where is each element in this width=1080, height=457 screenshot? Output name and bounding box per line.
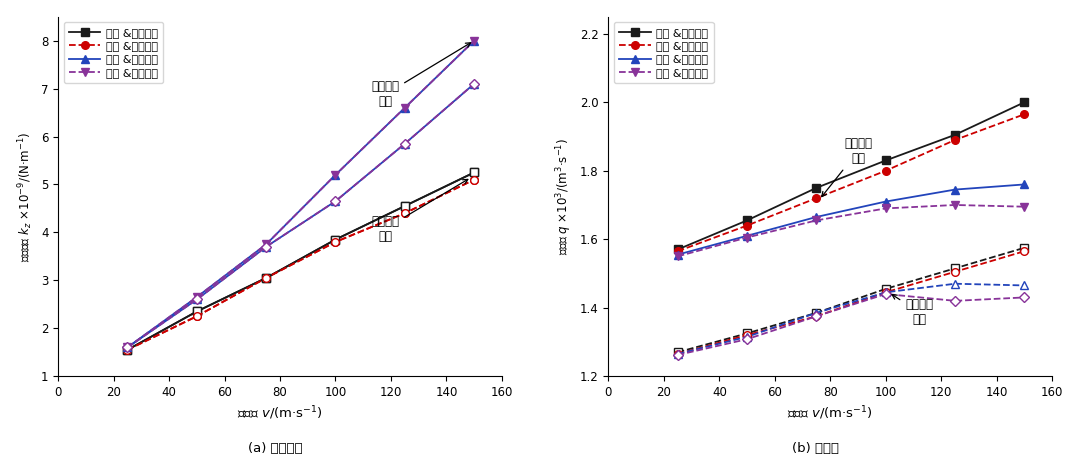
X-axis label: 线速度 $v$/(m·s$^{-1}$): 线速度 $v$/(m·s$^{-1}$) (237, 404, 323, 422)
Text: 经典简化
模型: 经典简化 模型 (892, 295, 933, 326)
Text: 实际修正
模型: 实际修正 模型 (372, 43, 471, 108)
Text: 经典简化
模型: 经典简化 模型 (372, 180, 468, 243)
Y-axis label: 泄漏率 $q$ ×10$^{3}$/(m$^{3}$·s$^{-1}$): 泄漏率 $q$ ×10$^{3}$/(m$^{3}$·s$^{-1}$) (555, 138, 575, 255)
Text: (a) 气膜刚度: (a) 气膜刚度 (248, 442, 302, 456)
X-axis label: 线速度 $v$/(m·s$^{-1}$): 线速度 $v$/(m·s$^{-1}$) (787, 404, 874, 422)
Text: 实际修正
模型: 实际修正 模型 (822, 137, 872, 197)
Y-axis label: 气膜刚度 $k_z$ ×10$^{-9}$/(N·m$^{-1}$): 气膜刚度 $k_z$ ×10$^{-9}$/(N·m$^{-1}$) (16, 131, 36, 262)
Text: (b) 泄漏率: (b) 泄漏率 (792, 442, 839, 456)
Legend: 层流 &忽略惯性, 层流 &考虑惯性, 湍流 &忽略惯性, 湍流 &考虑惯性: 层流 &忽略惯性, 层流 &考虑惯性, 湍流 &忽略惯性, 湍流 &考虑惯性 (64, 22, 163, 83)
Legend: 层流 &忽略惯性, 层流 &考虑惯性, 湍流 &忽略惯性, 湍流 &考虑惯性: 层流 &忽略惯性, 层流 &考虑惯性, 湍流 &忽略惯性, 湍流 &考虑惯性 (613, 22, 714, 83)
